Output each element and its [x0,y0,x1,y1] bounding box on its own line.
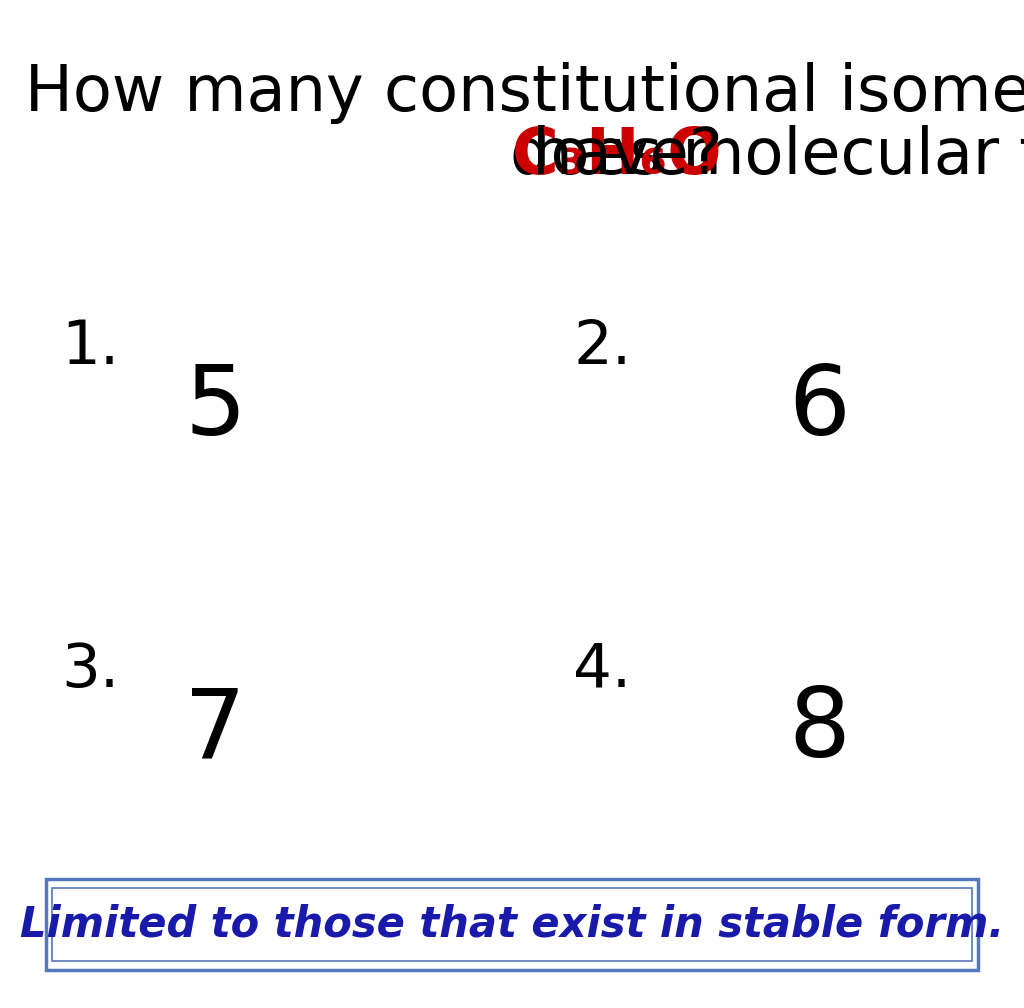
Text: Limited to those that exist in stable form.: Limited to those that exist in stable fo… [19,903,1005,946]
Text: 6: 6 [788,362,850,455]
FancyBboxPatch shape [46,879,978,970]
Text: 4.: 4. [573,641,632,700]
Text: 5: 5 [184,362,246,455]
Text: 2.: 2. [573,319,632,377]
Text: 7: 7 [184,684,246,777]
Text: C₃H₆O: C₃H₆O [512,125,722,187]
FancyBboxPatch shape [52,888,972,961]
Text: 8: 8 [788,684,850,777]
Text: does molecular formula: does molecular formula [511,125,1024,187]
Text: 1.: 1. [61,319,120,377]
Text: have?: have? [512,125,723,187]
Text: 3.: 3. [61,641,120,700]
Text: Q  How many constitutional isomers: Q How many constitutional isomers [0,61,1024,124]
